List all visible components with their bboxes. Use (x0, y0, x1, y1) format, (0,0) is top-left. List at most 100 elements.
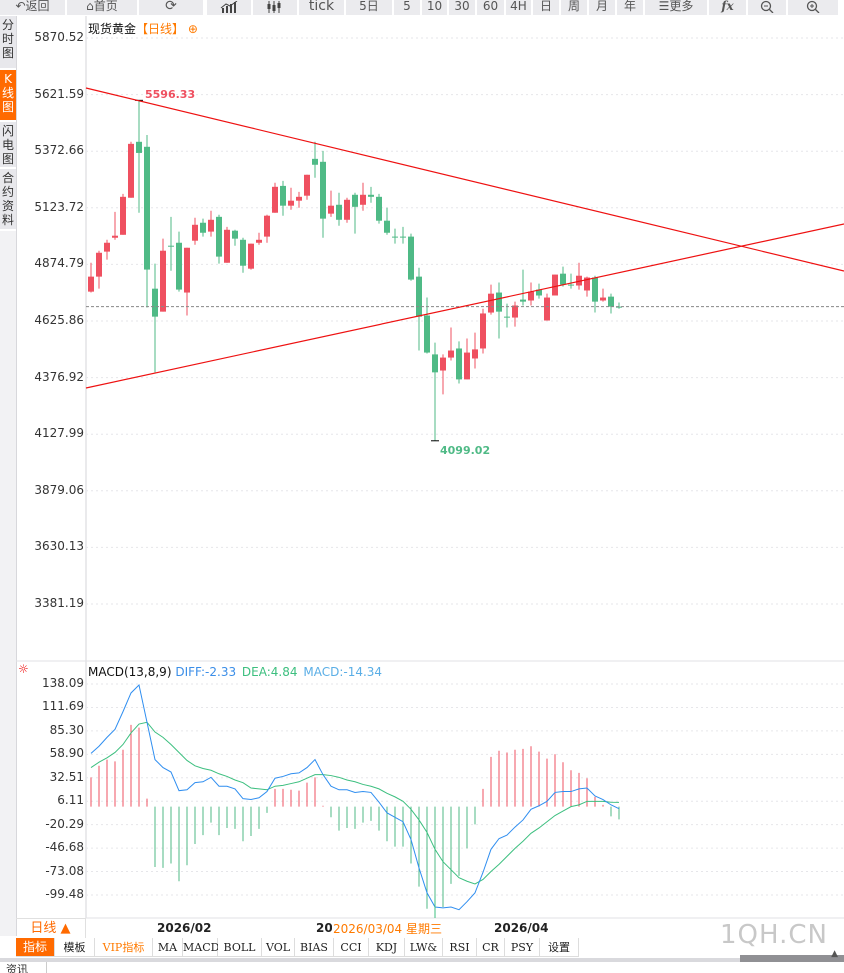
five-day-button[interactable]: 5日 (346, 0, 394, 15)
m10-button[interactable]: 10 (422, 0, 449, 15)
candle-body (432, 354, 438, 373)
candle-body (208, 219, 214, 232)
candle (568, 273, 574, 289)
week-button[interactable]: 周 (561, 0, 589, 15)
indicator-button[interactable]: 指标 (16, 938, 55, 957)
candle-body (392, 236, 398, 238)
zoom-in-button[interactable] (788, 0, 840, 15)
candle-body (272, 186, 278, 213)
indicator-button[interactable]: 设置 (540, 938, 579, 957)
tick-button[interactable]: tick (299, 0, 346, 15)
zoom-out-button[interactable] (748, 0, 788, 15)
candle-body (224, 229, 230, 263)
macd-tick-label: 85.30 (49, 722, 84, 737)
candle-body (504, 316, 510, 318)
candlestick-button[interactable] (253, 0, 299, 15)
crosshair-date-label: 2026/03/04 星期三 (332, 920, 443, 937)
candle-body (152, 288, 158, 317)
candle-body (280, 185, 286, 206)
macd-tick-label: 6.11 (57, 793, 84, 808)
indicator-button[interactable]: VOL (262, 938, 295, 957)
indicator-button[interactable]: VIP指标 (95, 938, 153, 957)
candle (288, 187, 294, 210)
candle-body (472, 349, 478, 359)
macd-settings-sun-icon[interactable]: ☼ (18, 662, 29, 676)
candle-body (384, 220, 390, 233)
home-button[interactable]: ⌂首页 (67, 0, 139, 15)
scrollbar-thumb[interactable]: ▲ (740, 949, 844, 962)
toolbar: ↶返回 ⌂首页 ⟳ tick 5日 5 10 30 60 4H 日 周 月 年 … (0, 0, 844, 16)
candle-body (360, 194, 366, 205)
candle-body (600, 297, 606, 301)
candle-body (160, 250, 166, 312)
price-tick-label: 4625.86 (34, 313, 84, 327)
tab-contract-info[interactable]: 合约资料 (0, 169, 16, 231)
candle-body (552, 274, 558, 296)
indicator-button[interactable]: CR (477, 938, 505, 957)
collapse-up-icon[interactable]: ▲ (831, 949, 838, 959)
period-label: 【日线】 (136, 22, 185, 36)
tab-kline[interactable]: K线图 (0, 70, 16, 122)
indicator-button[interactable]: CCI (334, 938, 369, 957)
tab-flash-chart[interactable]: 闪电图 (0, 122, 16, 169)
candle (608, 293, 614, 314)
day-button[interactable]: 日 (533, 0, 561, 15)
candle (328, 190, 334, 217)
formula-button[interactable]: fx (709, 0, 748, 15)
upper-trendline (85, 87, 844, 272)
candle (160, 238, 166, 312)
candle-body (120, 196, 126, 235)
candle (104, 239, 110, 260)
candle-body (368, 194, 374, 197)
more-button[interactable]: ☰更多 (645, 0, 709, 15)
month-button[interactable]: 月 (589, 0, 617, 15)
back-button[interactable]: ↶返回 (0, 0, 67, 15)
period-selector-button[interactable]: 日线 ▲ (16, 918, 86, 938)
tab-news[interactable]: 资讯 (0, 962, 47, 973)
horizontal-scrollbar-track[interactable] (0, 958, 844, 962)
candle (520, 269, 526, 306)
candle (136, 100, 142, 213)
indicator-button[interactable]: LW& (405, 938, 443, 957)
candle (456, 341, 462, 384)
lower-trendline (85, 223, 844, 389)
line-chart-button[interactable] (207, 0, 253, 15)
candle-body (264, 215, 270, 237)
candle-body (512, 305, 518, 318)
indicator-button[interactable]: BOLL (218, 938, 262, 957)
indicator-button[interactable]: MA (153, 938, 183, 957)
m30-button[interactable]: 30 (449, 0, 477, 15)
candle (240, 237, 246, 273)
m60-button[interactable]: 60 (477, 0, 506, 15)
back-arrow-icon: ↶ (15, 0, 26, 13)
indicator-button[interactable]: RSI (443, 938, 477, 957)
macd-tick-label: -46.68 (45, 840, 84, 855)
bar-chart-icon (220, 0, 238, 13)
indicator-button[interactable]: BIAS (295, 938, 334, 957)
indicator-button[interactable]: MACD (183, 938, 219, 957)
candle-body (352, 194, 358, 207)
candle-body (136, 141, 142, 153)
add-circle-icon[interactable]: ⊕ (184, 22, 198, 36)
dea-line (90, 721, 620, 885)
macd-value: MACD:-14.34 (303, 665, 383, 679)
refresh-button[interactable]: ⟳ (139, 0, 205, 15)
m5-button[interactable]: 5 (394, 0, 422, 15)
macd-tick-label: 32.51 (49, 769, 84, 784)
tab-timeshare[interactable]: 分时图 (0, 16, 16, 70)
candle (528, 282, 534, 306)
indicator-button[interactable]: KDJ (369, 938, 405, 957)
candle-body (344, 199, 350, 220)
candle (352, 192, 358, 234)
year-button[interactable]: 年 (617, 0, 645, 15)
candle (320, 150, 326, 238)
candle (344, 197, 350, 223)
candle-body (232, 230, 238, 239)
candle (424, 297, 430, 354)
candle (192, 217, 198, 245)
indicator-button[interactable]: PSY (505, 938, 540, 957)
indicator-button[interactable]: 模板 (55, 938, 95, 957)
candle (88, 262, 94, 293)
h4-button[interactable]: 4H (506, 0, 533, 15)
